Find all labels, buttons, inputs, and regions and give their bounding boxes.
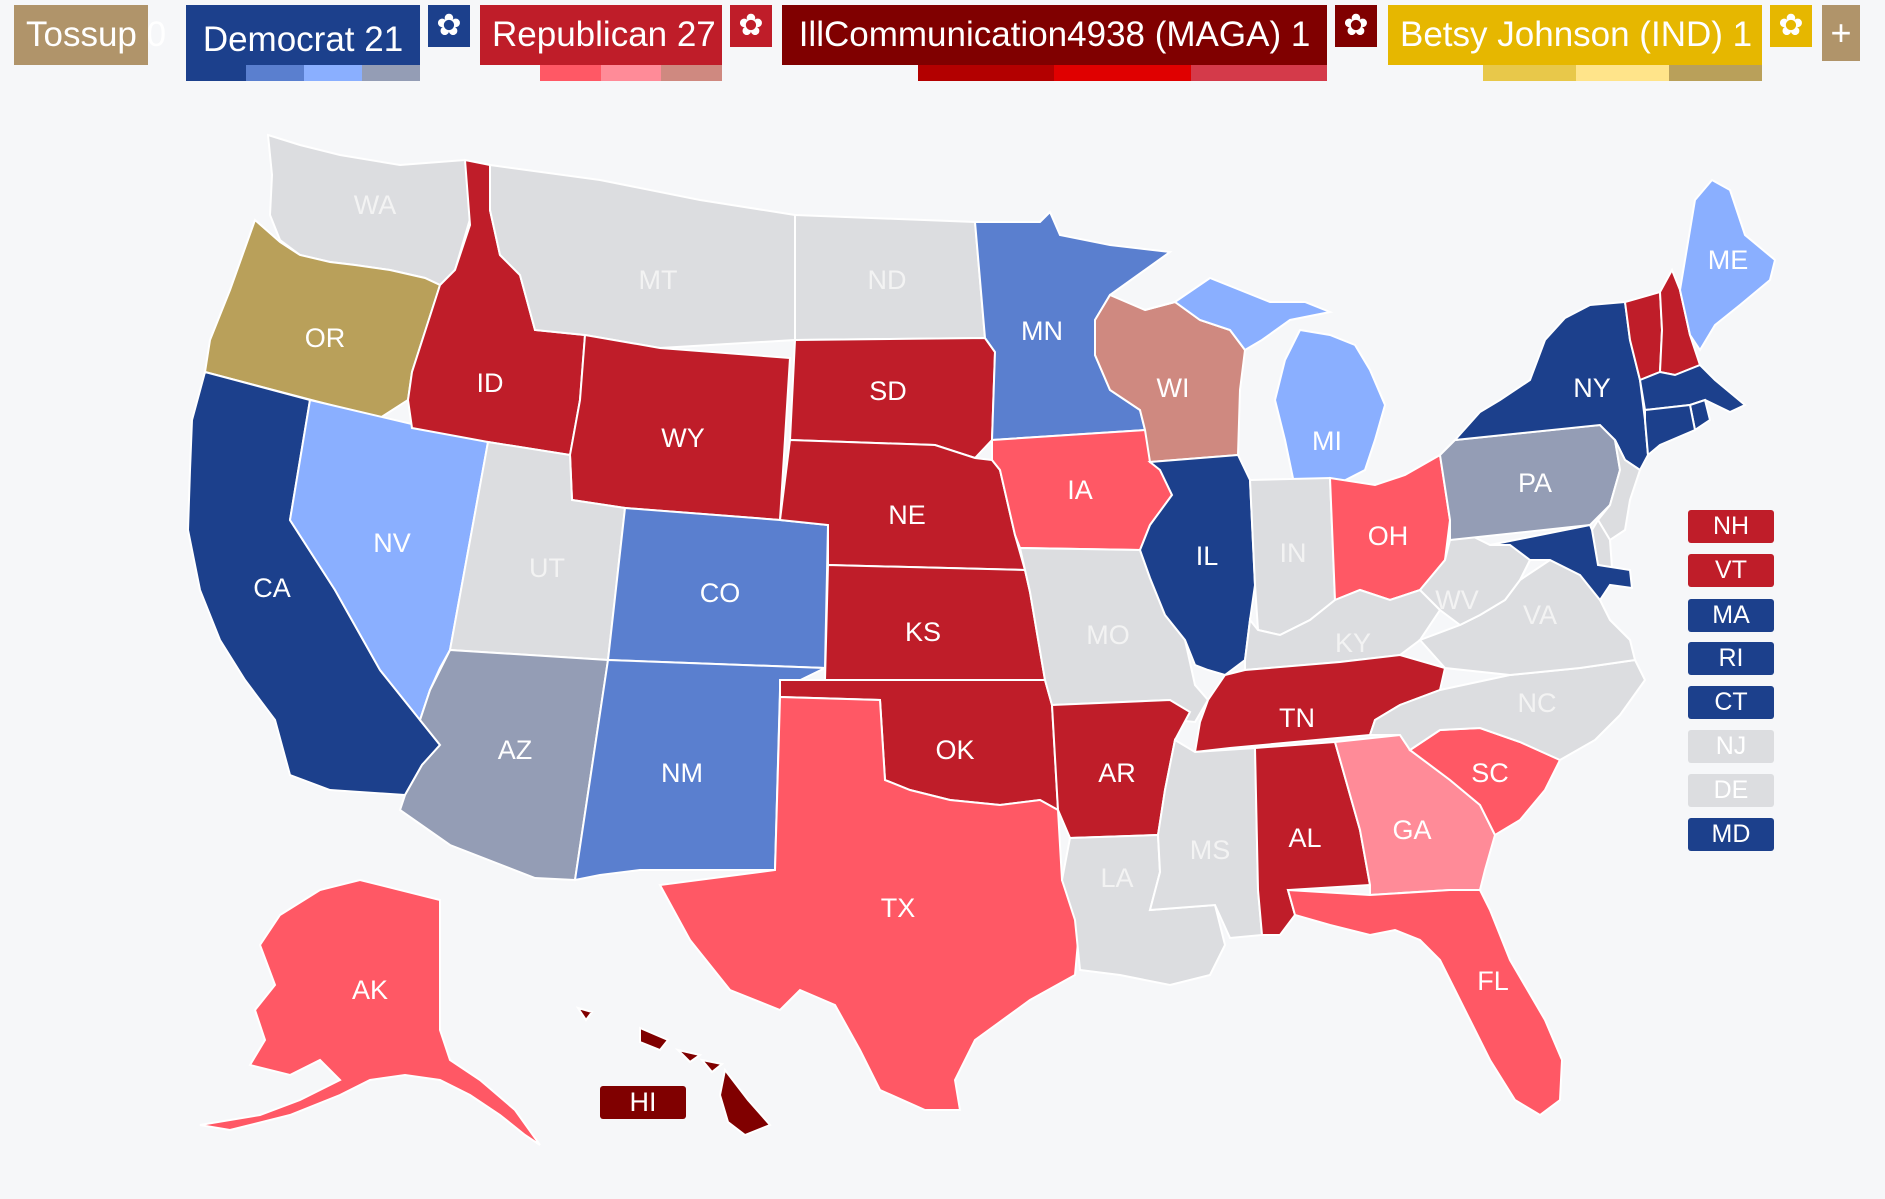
gear-icon[interactable]: ✿ [1770,5,1812,47]
shade-swatch [918,65,1055,81]
shade-swatch [1483,65,1576,81]
state-box-nh[interactable]: NH [1688,510,1774,543]
state-nm[interactable] [573,658,826,882]
shade-swatch [362,65,420,81]
add-party-label: + [1830,12,1852,53]
shade-swatch [1576,65,1669,81]
state-box-ri[interactable]: RI [1688,642,1774,675]
shade-swatch [540,65,601,81]
state-md[interactable] [1489,523,1634,602]
state-box-de[interactable]: DE [1688,774,1774,807]
state-tx[interactable] [658,695,1082,1111]
state-box-nj[interactable]: NJ [1688,730,1774,763]
gear-icon[interactable]: ✿ [730,5,772,47]
state-wy[interactable] [568,333,792,522]
shade-swatch [246,65,304,81]
tossup-party-label: Tossup 0 [26,15,167,54]
state-co[interactable] [606,506,830,670]
state-ms[interactable] [1148,738,1264,940]
state-box-ct[interactable]: CT [1688,686,1774,719]
shade-swatch [1054,65,1191,81]
shade-swatch [1190,65,1327,81]
state-pa[interactable] [1438,423,1622,542]
republican-shades [540,65,723,81]
maga-party-label: IllCommunication4938 (MAGA) 1 [798,15,1311,54]
state-hi[interactable] [575,1006,772,1137]
republican-party-label: Republican 27 [492,15,716,54]
maga-shades [918,65,1327,81]
state-ak[interactable] [199,878,541,1146]
state-ia[interactable] [991,428,1174,552]
state-fl[interactable] [1286,888,1564,1117]
state-ct[interactable] [1644,403,1697,457]
state-box-ma[interactable]: MA [1688,599,1774,632]
us-map: WA OR CA NV ID MT WY UT AZ CO NM ND SD N… [186,133,1777,1146]
shade-swatch [304,65,362,81]
republican-party-button[interactable]: Republican 27 [480,5,723,81]
plus-icon[interactable]: + [1822,5,1860,61]
gear-icon[interactable]: ✿ [428,5,470,47]
hi-label-bg [600,1086,686,1119]
shade-swatch [1669,65,1762,81]
state-box-md[interactable]: MD [1688,818,1774,851]
independent-shades [1483,65,1762,81]
democrat-party-button[interactable]: Democrat 21 [186,5,420,81]
state-ks[interactable] [823,563,1047,681]
party-bar: Tossup 0 Democrat 21 ✿ Republican 27 ✿ I… [0,0,1885,100]
independent-party-button[interactable]: Betsy Johnson (IND) 1 [1388,5,1762,81]
shade-swatch [661,65,723,81]
state-nj[interactable] [1596,439,1642,542]
democrat-party-label: Democrat 21 [202,20,404,59]
state-mi[interactable] [1144,276,1387,489]
state-mt[interactable] [489,163,796,350]
state-nd[interactable] [794,213,987,342]
gear-icon[interactable]: ✿ [1335,5,1377,47]
state-me[interactable] [1678,178,1777,352]
maga-party-button[interactable]: IllCommunication4938 (MAGA) 1 [782,5,1327,81]
tossup-party-button[interactable]: Tossup 0 [14,5,167,65]
shade-swatch [600,65,662,81]
state-sd[interactable] [788,336,997,460]
democrat-shades [246,65,420,81]
independent-party-label: Betsy Johnson (IND) 1 [1400,15,1753,54]
state-box-vt[interactable]: VT [1688,554,1774,587]
hi-label-box[interactable]: HI [600,1086,686,1119]
state-nc[interactable] [1368,658,1647,762]
